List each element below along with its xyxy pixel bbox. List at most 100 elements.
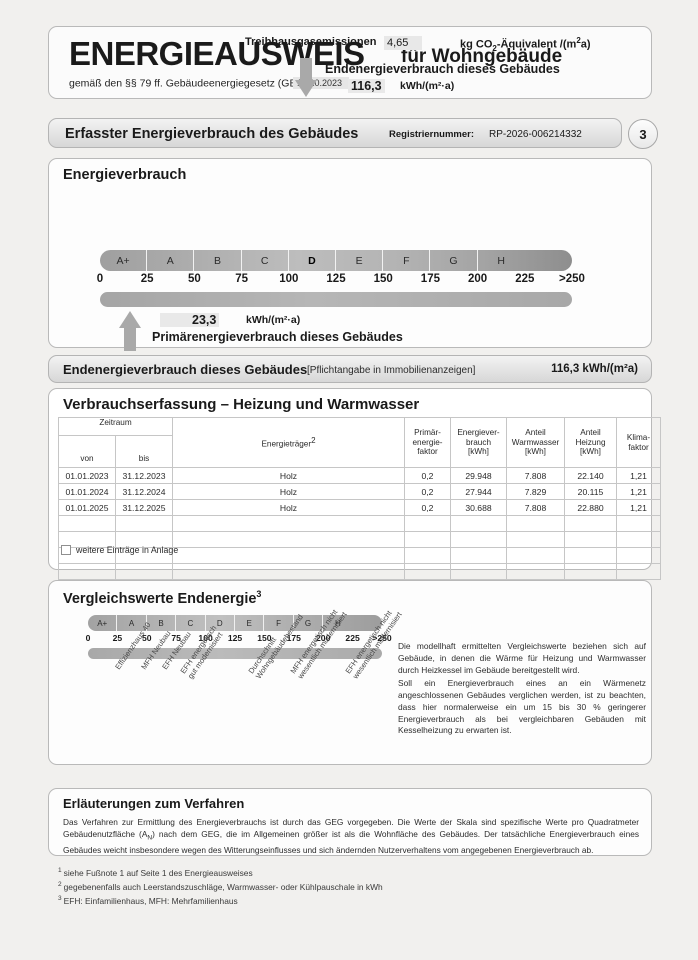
cell-verbrauch — [450, 531, 507, 548]
header-von: von — [58, 435, 116, 468]
cell-ww: 7.808 — [506, 499, 565, 516]
cell-traeger — [172, 563, 405, 580]
footnote-2: 2 gegebenenfalls auch Leerstandszuschläge… — [58, 880, 578, 894]
cell-von — [58, 563, 116, 580]
primary-energy-arrow-up-icon — [119, 311, 141, 351]
comparison-text-paragraph-2: Soll ein Energieverbrauch eines an ein W… — [398, 677, 646, 736]
cell-bis: 31.12.2025 — [115, 499, 173, 516]
scale-tick-2: 50 — [187, 273, 201, 285]
comparison-class-h: H — [334, 618, 341, 628]
cell-heizung — [564, 547, 617, 564]
header-anteil-heizung: Anteil Heizung [kWh] — [564, 417, 617, 468]
footnote-marker: 3 — [58, 894, 62, 902]
cell-verbrauch: 29.948 — [450, 467, 507, 484]
explanation-title: Erläuterungen zum Verfahren — [63, 796, 245, 811]
document-subtitle: für Wohngebäude — [401, 46, 563, 67]
comparison-scale-bar-lower — [88, 648, 382, 659]
comparison-tick-5: 125 — [227, 633, 243, 643]
comparison-class-f: F — [264, 615, 294, 631]
footnote-text: EFH: Einfamilienhaus, MFH: Mehrfamilienh… — [63, 895, 238, 906]
energy-class-c: C — [242, 250, 289, 271]
cell-pef: 0,2 — [404, 483, 451, 500]
page-number-badge: 3 — [628, 119, 658, 149]
energy-class-a: A — [147, 250, 195, 271]
comparison-class-b: B — [147, 615, 177, 631]
cell-traeger — [172, 547, 405, 564]
ghg-unit-end: a) — [580, 38, 591, 51]
comparison-tick-1: 25 — [112, 633, 123, 643]
scale-tick-9: 225 — [515, 273, 535, 285]
header-energietraeger: Energieträger2 — [172, 417, 405, 468]
cell-von: 01.01.2023 — [58, 467, 116, 484]
comparison-text-paragraph-1: Die modellhaft ermittelten Vergleichswer… — [398, 641, 646, 675]
cell-heizung — [564, 563, 617, 580]
cell-klima: 1,21 — [616, 467, 661, 484]
registration-number: RP-2026-006214332 — [489, 129, 582, 140]
comparison-tick-8: 200 — [316, 633, 331, 643]
comparison-tick-6: 150 — [257, 633, 272, 643]
cell-heizung: 22.140 — [564, 467, 617, 484]
additional-entries-row[interactable]: weitere Einträge in Anlage — [61, 545, 178, 555]
scale-tick-1: 25 — [140, 273, 154, 285]
primary-energy-unit: kWh/(m²·a) — [246, 314, 301, 326]
cell-bis: 31.12.2023 — [115, 467, 173, 484]
cell-heizung — [564, 531, 617, 548]
header-bis: bis — [115, 435, 173, 468]
comparison-tick-7: 175 — [286, 633, 301, 643]
cell-von: 01.01.2025 — [58, 499, 116, 516]
energy-class-d: D — [289, 250, 336, 271]
final-energy-value: 116,3 — [348, 79, 385, 93]
scale-tick-7: 175 — [420, 273, 440, 285]
cell-klima: 1,21 — [616, 499, 661, 516]
cell-ww — [506, 563, 565, 580]
explanation-text-part2: ) nach dem GEG, die im Allgemeinen größe… — [63, 829, 639, 855]
cell-traeger: Holz — [172, 483, 405, 500]
registration-header: Erfasster Energieverbrauch des Gebäudes … — [48, 118, 622, 148]
comparison-scale-bar: A+ A B C D E F G H — [88, 615, 382, 631]
footnote-text: siehe Fußnote 1 auf Seite 1 des Energiea… — [63, 867, 253, 878]
cell-verbrauch — [450, 547, 507, 564]
cell-heizung: 22.880 — [564, 499, 617, 516]
energy-class-aplus: A+ — [100, 250, 148, 271]
footnote-marker: 2 — [58, 880, 62, 888]
cell-traeger: Holz — [172, 499, 405, 516]
cell-verbrauch — [450, 515, 507, 532]
cell-pef — [404, 547, 451, 564]
scale-tick-10: >250 — [559, 273, 585, 285]
ghg-emissions-value: 4,65 — [384, 36, 423, 50]
table-row — [58, 515, 661, 532]
energy-scale-bar-lower — [100, 292, 572, 307]
comparison-tick-9: 225 — [345, 633, 360, 643]
law-reference-text: gemäß den §§ 79 ff. Gebäudeenergiegesetz… — [69, 77, 331, 90]
cell-ww — [506, 515, 565, 532]
header-zeitraum: Zeitraum — [58, 417, 173, 436]
cell-klima — [616, 531, 661, 548]
mandatory-disclosure-title: Endenergieverbrauch dieses Gebäudes — [63, 362, 308, 377]
additional-entries-checkbox[interactable] — [61, 545, 71, 555]
cell-klima — [616, 515, 661, 532]
comparison-values-title: Vergleichswerte Endenergie3 — [63, 589, 262, 607]
header-anteil-warmwasser: Anteil Warmwasser [kWh] — [506, 417, 565, 468]
mandatory-disclosure-value: 116,3 kWh/(m²a) — [551, 363, 638, 375]
comparison-class-g: G — [294, 615, 324, 631]
energy-scale-ticks: 0 25 50 75 100 125 150 175 200 225 >250 — [96, 273, 585, 289]
energy-class-e: E — [336, 250, 384, 271]
primary-energy-label: Primärenergieverbrauch dieses Gebäudes — [152, 330, 403, 344]
footnotes: 1 siehe Fußnote 1 auf Seite 1 des Energie… — [58, 866, 578, 907]
cell-bis — [115, 515, 173, 532]
ghg-emissions-label: Treibhausgasemissionen — [245, 36, 377, 48]
cell-heizung — [564, 515, 617, 532]
comparison-tick-4: 100 — [198, 633, 213, 643]
energy-consumption-title: Energieverbrauch — [63, 167, 187, 183]
cell-pef: 0,2 — [404, 499, 451, 516]
comparison-values-panel: Vergleichswerte Endenergie3 — [48, 580, 652, 765]
cell-heizung: 20.115 — [564, 483, 617, 500]
explanation-text: Das Verfahren zur Ermittlung des Energie… — [63, 816, 639, 856]
explanation-text-part1: Das Verfahren zur Ermittlung des Energie… — [63, 817, 639, 840]
cell-verbrauch: 27.944 — [450, 483, 507, 500]
cell-pef: 0,2 — [404, 467, 451, 484]
cell-von — [58, 515, 116, 532]
cell-klima — [616, 547, 661, 564]
document-title: ENERGIEAUSWEIS — [69, 35, 365, 72]
